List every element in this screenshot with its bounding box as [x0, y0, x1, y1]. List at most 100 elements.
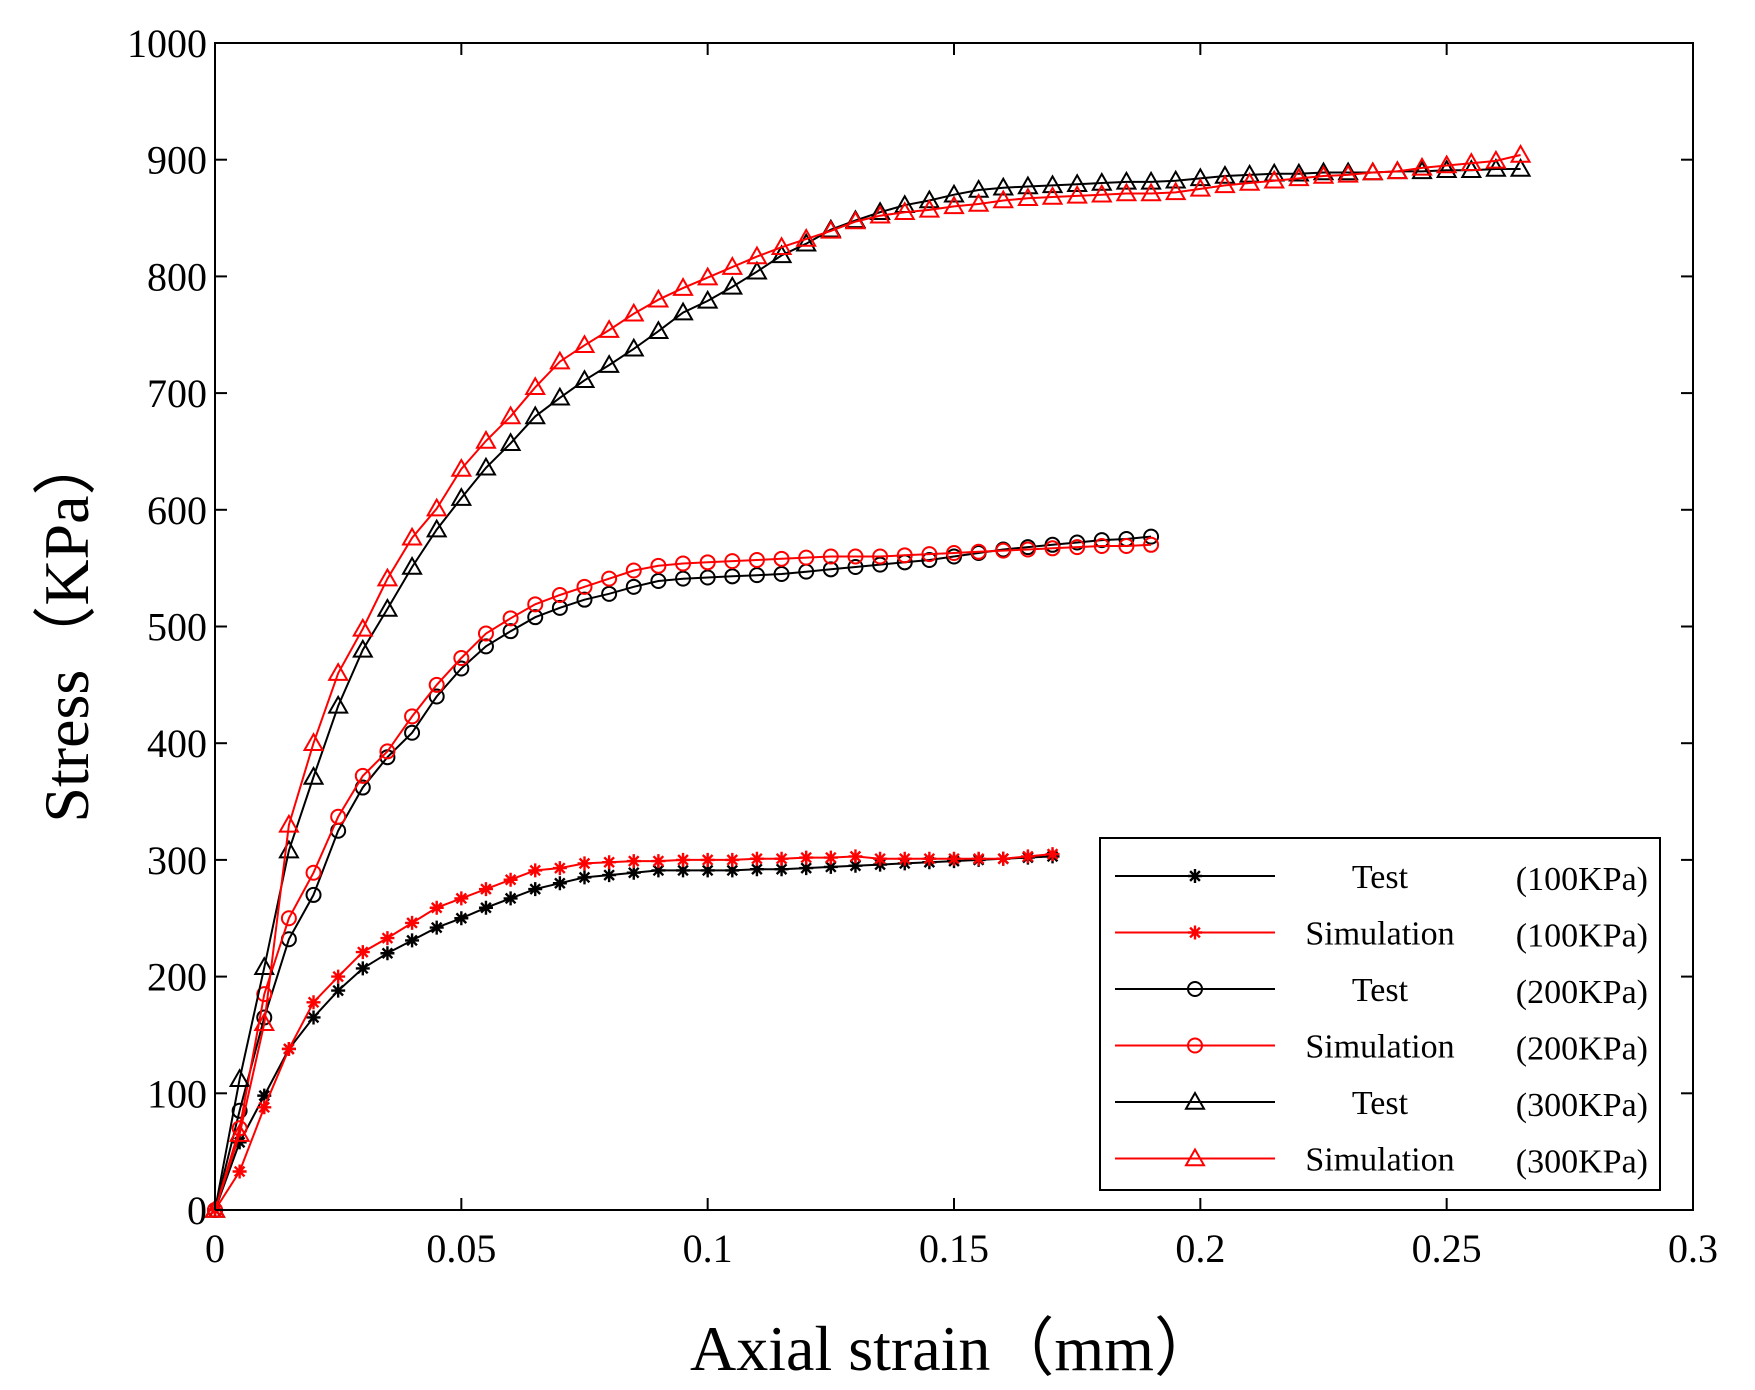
data-point	[528, 863, 543, 878]
data-point	[847, 558, 864, 575]
data-point	[280, 910, 297, 927]
data-point	[305, 864, 322, 881]
data-point	[1460, 152, 1483, 171]
legend-marker	[1187, 1037, 1203, 1054]
data-point	[302, 732, 325, 751]
data-point	[623, 302, 645, 322]
legend-condition: (300KPa)	[1516, 1087, 1648, 1124]
data-point	[699, 569, 716, 586]
legend-condition: (100KPa)	[1516, 918, 1648, 955]
data-point	[380, 946, 395, 961]
data-point	[651, 863, 666, 878]
data-point	[376, 567, 399, 587]
data-point	[897, 851, 912, 866]
data-point	[281, 1041, 296, 1056]
data-point	[1509, 158, 1532, 177]
data-point	[428, 688, 445, 705]
data-point	[647, 320, 670, 339]
data-point	[1164, 181, 1187, 201]
data-point	[1189, 177, 1212, 197]
data-point	[1337, 161, 1359, 181]
data-point	[625, 562, 642, 579]
data-point	[1017, 175, 1039, 195]
data-point	[696, 266, 719, 286]
data-point	[1017, 187, 1039, 206]
data-point	[1115, 170, 1138, 190]
data-point	[672, 301, 694, 321]
data-point	[647, 288, 670, 308]
data-point	[278, 839, 300, 859]
legend-marker	[1184, 1147, 1206, 1167]
data-point	[1118, 537, 1135, 554]
data-point	[971, 851, 986, 866]
data-point	[1164, 169, 1187, 189]
data-point	[1066, 184, 1088, 204]
data-point	[918, 189, 941, 209]
data-point	[943, 183, 965, 203]
series-3	[207, 536, 1160, 1218]
data-point	[1093, 537, 1110, 554]
data-point	[848, 858, 863, 873]
data-point	[625, 578, 642, 595]
data-point	[1041, 186, 1064, 205]
data-point	[724, 553, 741, 570]
data-point	[355, 961, 370, 976]
data-point	[253, 956, 275, 976]
data-point	[499, 405, 522, 425]
data-point	[330, 808, 347, 825]
y-tick-label: 200	[147, 955, 207, 1000]
x-tick-label: 0.05	[426, 1226, 496, 1271]
x-tick-label: 0.15	[919, 1226, 989, 1271]
data-point	[380, 931, 395, 946]
data-point	[746, 245, 768, 265]
data-point	[379, 743, 396, 760]
legend-label: Simulation	[1305, 916, 1454, 953]
x-tick-label: 0.25	[1412, 1226, 1482, 1271]
data-point	[405, 915, 420, 930]
data-point	[1411, 160, 1433, 180]
data-point	[1115, 182, 1138, 202]
data-point	[869, 204, 891, 224]
y-tick-label: 100	[147, 1071, 207, 1116]
data-point	[773, 565, 790, 582]
data-point	[721, 256, 744, 275]
data-point	[477, 625, 494, 642]
data-point	[746, 260, 768, 280]
data-point	[943, 195, 965, 215]
data-point	[847, 548, 864, 565]
data-point	[1066, 173, 1088, 192]
data-point	[601, 570, 618, 587]
data-point	[992, 176, 1014, 196]
data-point	[675, 570, 692, 587]
data-point	[450, 487, 473, 506]
legend-box	[1099, 837, 1661, 1191]
data-point	[1069, 539, 1086, 556]
data-point	[231, 1102, 248, 1119]
data-point	[1386, 160, 1409, 180]
series-line	[214, 543, 1152, 1211]
data-point	[327, 694, 349, 714]
data-point	[1485, 149, 1507, 169]
data-point	[502, 610, 519, 627]
data-point	[896, 547, 913, 564]
data-point	[872, 548, 889, 565]
data-point	[404, 724, 421, 741]
y-tick-label: 900	[147, 138, 207, 183]
data-point	[651, 854, 666, 869]
data-point	[672, 277, 694, 296]
data-point	[799, 850, 814, 865]
data-point	[1143, 528, 1160, 545]
x-axis-title: Axial strain（mm）	[690, 1313, 1218, 1384]
data-point	[528, 882, 543, 897]
data-point	[1288, 167, 1310, 187]
data-point	[376, 597, 399, 617]
data-point	[257, 1100, 272, 1115]
legend-condition: (100KPa)	[1516, 861, 1648, 898]
data-point	[354, 767, 371, 784]
data-point	[352, 617, 374, 637]
data-point	[355, 945, 370, 960]
legend-label: Simulation	[1305, 1029, 1454, 1066]
legend-label: Test	[1352, 1085, 1409, 1122]
data-point	[1214, 165, 1236, 184]
data-point	[822, 561, 839, 578]
